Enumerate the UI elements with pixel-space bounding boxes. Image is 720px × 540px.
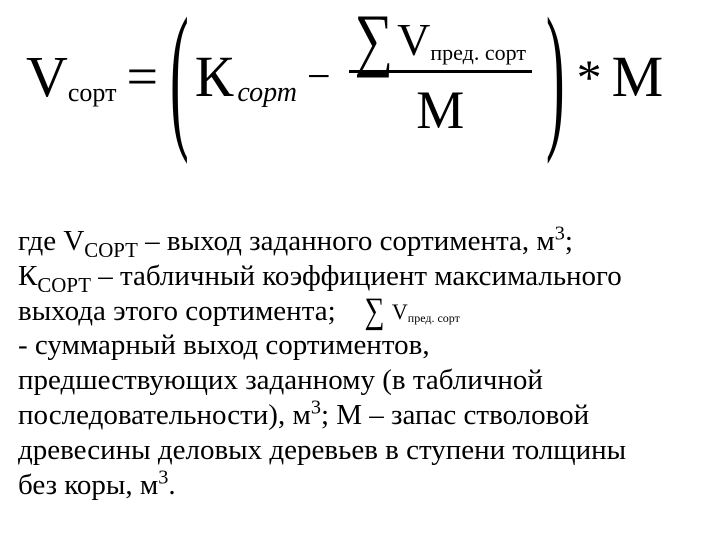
text-semi-1: ; xyxy=(565,225,573,257)
inline-v: V xyxy=(392,301,408,323)
sub-k-sort: сорт xyxy=(237,77,297,109)
text-k: К xyxy=(18,260,37,292)
var-v-pred: V xyxy=(397,13,430,66)
inline-sub: пред. сорт xyxy=(408,312,460,324)
text-def-ksort: – табличный коэффициент максимального xyxy=(91,260,622,292)
var-v-sort: V xyxy=(26,48,68,106)
text-line7: древесины деловых деревьев в ступени тол… xyxy=(18,434,626,466)
text-period: . xyxy=(168,469,175,501)
sigma-icon: ∑ xyxy=(355,4,394,74)
var-k-sort: К xyxy=(195,48,234,106)
sub-sort: сорт xyxy=(68,78,117,108)
text-cube-3: 3 xyxy=(158,466,168,488)
multiply-sign: * xyxy=(571,48,608,106)
main-formula: Vсорт = ( К сорт − ∑ Vпред. сорт М ) * М xyxy=(26,10,710,190)
document-page: Vсорт = ( К сорт − ∑ Vпред. сорт М ) * М… xyxy=(0,0,720,540)
text-where: где V xyxy=(18,225,84,257)
text-line6b: ; М – запас стволовой xyxy=(321,399,589,431)
left-paren: ( xyxy=(168,0,191,158)
text-cube-1: 3 xyxy=(555,222,565,244)
text-sub-sort-2: СОРТ xyxy=(37,273,91,297)
text-line6a: последовательности), м xyxy=(18,399,311,431)
text-line8a: без коры, м xyxy=(18,469,158,501)
text-def-vsort: – выход заданного сортимента, м xyxy=(138,225,555,257)
text-line3: выхода этого сортимента; xyxy=(18,295,336,327)
text-line5: предшествующих заданному (в табличной xyxy=(18,364,543,396)
equals-sign: = xyxy=(120,45,164,109)
text-cube-2: 3 xyxy=(311,396,321,418)
fraction: ∑ Vпред. сорт М xyxy=(341,10,540,143)
text-line4: - суммарный выход сортиментов, xyxy=(18,329,430,361)
inline-sigma-expr: ∑ Vпред. сорт xyxy=(365,296,460,326)
sigma-icon-inline: ∑ xyxy=(365,294,385,330)
right-paren: ) xyxy=(544,0,567,158)
description-text: где VСОРТ – выход заданного сортимента, … xyxy=(18,224,714,502)
minus-sign: − xyxy=(301,53,337,101)
var-m: М xyxy=(612,43,664,110)
sub-pred-sort: пред. сорт xyxy=(430,40,526,66)
text-sub-sort-1: СОРТ xyxy=(84,238,138,262)
fraction-denominator: М xyxy=(349,73,532,143)
fraction-numerator: ∑ Vпред. сорт xyxy=(349,10,532,73)
